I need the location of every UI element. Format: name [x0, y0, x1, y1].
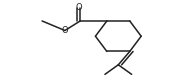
- Text: O: O: [62, 26, 68, 35]
- Text: O: O: [75, 3, 82, 12]
